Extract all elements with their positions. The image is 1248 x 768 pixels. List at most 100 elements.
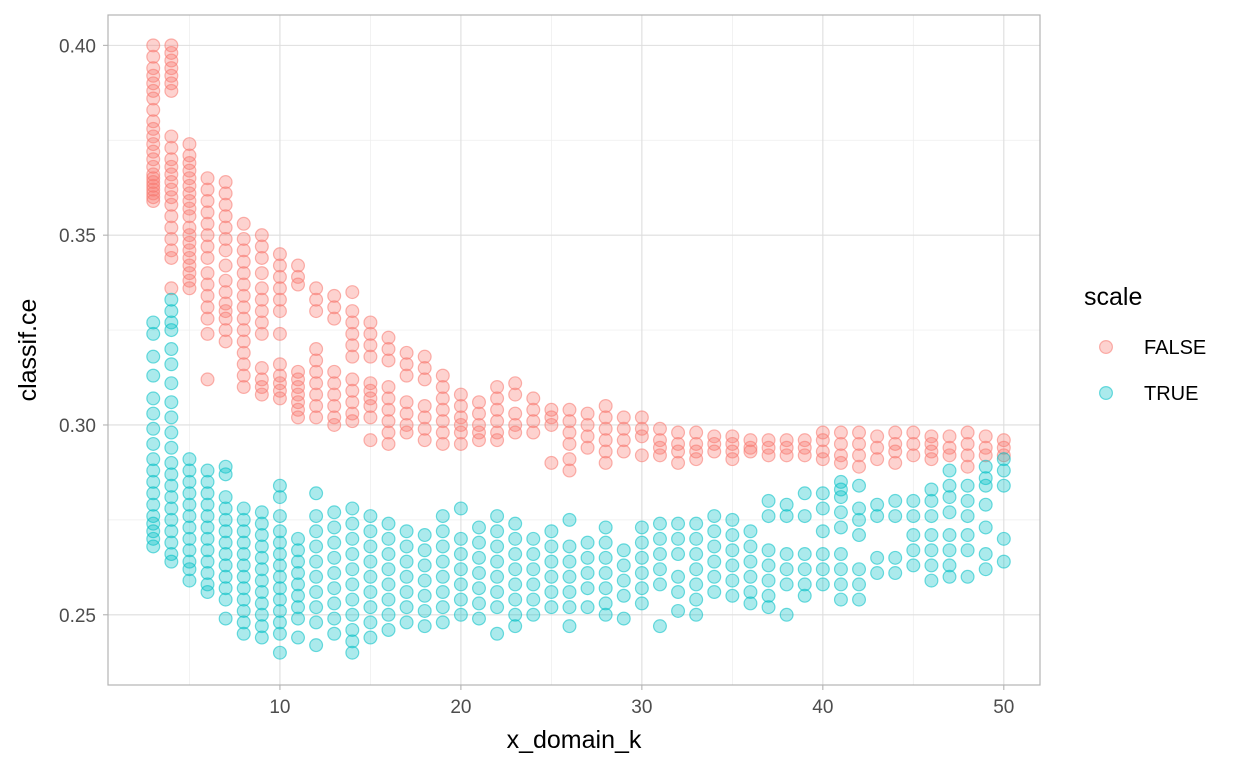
data-point xyxy=(562,569,577,584)
data-point xyxy=(236,311,251,326)
data-point xyxy=(888,436,903,451)
data-point xyxy=(906,509,921,524)
data-point xyxy=(182,463,197,478)
data-point xyxy=(870,452,885,467)
data-point xyxy=(978,497,993,512)
data-point xyxy=(598,520,613,535)
data-point xyxy=(671,436,686,451)
data-point xyxy=(327,311,342,326)
data-point xyxy=(182,250,197,265)
data-point xyxy=(942,478,957,493)
data-point xyxy=(309,304,324,319)
data-point xyxy=(580,566,595,581)
data-point xyxy=(580,600,595,615)
data-point xyxy=(146,114,161,129)
data-point xyxy=(164,209,179,224)
data-point xyxy=(182,486,197,501)
data-point xyxy=(761,433,776,448)
data-point xyxy=(164,45,179,60)
data-point xyxy=(381,414,396,429)
data-point xyxy=(309,539,324,554)
data-point xyxy=(906,436,921,451)
data-point xyxy=(435,391,450,406)
data-point xyxy=(761,588,776,603)
data-point xyxy=(616,543,631,558)
data-point xyxy=(833,436,848,451)
data-point xyxy=(164,478,179,493)
data-point xyxy=(725,444,740,459)
data-point xyxy=(182,163,197,178)
data-point xyxy=(309,554,324,569)
data-point xyxy=(272,558,287,573)
data-point xyxy=(327,520,342,535)
data-point xyxy=(689,516,704,531)
data-point xyxy=(833,562,848,577)
data-point xyxy=(707,539,722,554)
data-point xyxy=(164,243,179,258)
data-point xyxy=(381,592,396,607)
data-point xyxy=(490,414,505,429)
data-point xyxy=(399,539,414,554)
data-point xyxy=(924,482,939,497)
legend: scale FALSE TRUE xyxy=(1084,283,1206,405)
data-point xyxy=(200,566,215,581)
data-point xyxy=(815,547,830,562)
data-point xyxy=(996,452,1011,467)
data-point xyxy=(544,600,559,615)
data-point xyxy=(815,444,830,459)
data-point xyxy=(218,197,233,212)
data-point xyxy=(833,448,848,463)
data-point xyxy=(852,459,867,474)
data-point xyxy=(200,250,215,265)
data-point xyxy=(399,345,414,360)
data-point xyxy=(888,550,903,565)
data-point xyxy=(996,463,1011,478)
data-point xyxy=(164,490,179,505)
data-point xyxy=(815,501,830,516)
data-point xyxy=(888,493,903,508)
data-point xyxy=(652,448,667,463)
data-point xyxy=(200,486,215,501)
data-point xyxy=(254,380,269,395)
data-point xyxy=(200,474,215,489)
data-point xyxy=(272,357,287,372)
data-point xyxy=(490,509,505,524)
data-point xyxy=(852,425,867,440)
data-point xyxy=(200,543,215,558)
data-point xyxy=(218,467,233,482)
data-point xyxy=(435,554,450,569)
data-point xyxy=(200,577,215,592)
data-point xyxy=(707,429,722,444)
data-point xyxy=(544,584,559,599)
data-point xyxy=(218,569,233,584)
data-point xyxy=(164,197,179,212)
data-point xyxy=(797,440,812,455)
data-point xyxy=(743,433,758,448)
data-point xyxy=(598,444,613,459)
data-point xyxy=(218,581,233,596)
data-point xyxy=(996,478,1011,493)
data-point xyxy=(146,509,161,524)
data-point xyxy=(254,266,269,281)
data-point xyxy=(417,543,432,558)
data-point xyxy=(490,554,505,569)
data-point xyxy=(652,547,667,562)
data-point xyxy=(309,509,324,524)
data-point xyxy=(417,410,432,425)
data-point xyxy=(616,421,631,436)
data-point xyxy=(146,159,161,174)
data-point xyxy=(236,558,251,573)
data-point xyxy=(254,539,269,554)
data-point xyxy=(743,524,758,539)
x-tick-label: 30 xyxy=(631,697,652,718)
data-point xyxy=(200,311,215,326)
data-point xyxy=(363,376,378,391)
data-point xyxy=(327,417,342,432)
data-point xyxy=(924,429,939,444)
data-point xyxy=(526,531,541,546)
data-point xyxy=(544,455,559,470)
data-point xyxy=(453,398,468,413)
data-point xyxy=(146,129,161,144)
data-point xyxy=(291,410,306,425)
data-point xyxy=(164,524,179,539)
